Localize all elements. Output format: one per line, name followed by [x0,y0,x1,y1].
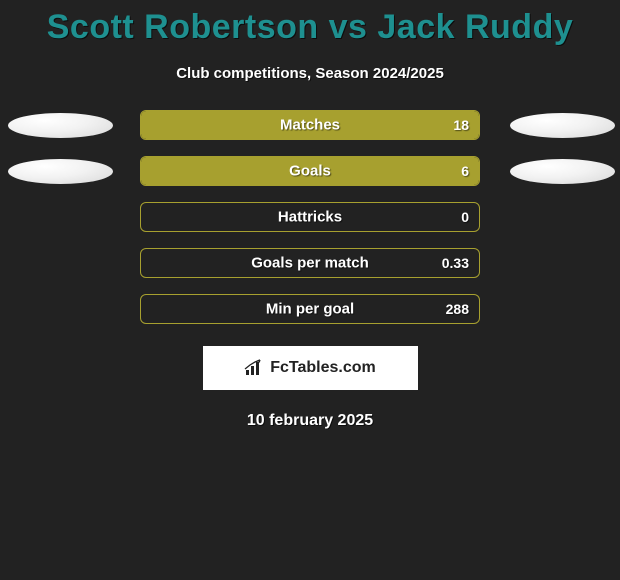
stat-label: Min per goal [266,301,354,318]
page-title: Scott Robertson vs Jack Ruddy [0,0,620,47]
right-disc-icon [510,113,615,138]
stats-container: Matches 18 Goals 6 Hattricks 0 Goals per… [0,110,620,324]
stat-bar: Min per goal 288 [140,294,480,324]
left-disc-icon [8,159,113,184]
stat-row-hattricks: Hattricks 0 [0,202,620,232]
date-text: 10 february 2025 [0,412,620,430]
logo-container[interactable]: FcTables.com [203,346,418,390]
left-disc-icon [8,113,113,138]
right-disc-icon [510,159,615,184]
stat-label: Goals per match [251,255,369,272]
stat-label: Goals [289,163,331,180]
logo-text: FcTables.com [270,359,376,377]
bar-chart-icon [244,359,264,377]
stat-value: 0 [461,209,469,225]
stat-value: 6 [461,163,469,179]
stat-bar: Goals per match 0.33 [140,248,480,278]
stat-value: 0.33 [442,255,469,271]
stat-bar: Matches 18 [140,110,480,140]
stat-value: 18 [453,117,469,133]
stat-row-min-per-goal: Min per goal 288 [0,294,620,324]
stat-bar: Goals 6 [140,156,480,186]
stat-row-goals: Goals 6 [0,156,620,186]
stat-row-goals-per-match: Goals per match 0.33 [0,248,620,278]
stat-row-matches: Matches 18 [0,110,620,140]
subtitle: Club competitions, Season 2024/2025 [0,65,620,82]
stat-label: Hattricks [278,209,342,226]
stat-value: 288 [446,301,469,317]
stat-bar: Hattricks 0 [140,202,480,232]
stat-label: Matches [280,117,340,134]
